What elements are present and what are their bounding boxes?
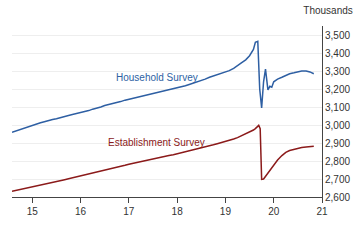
svg-text:2,900: 2,900 <box>325 138 350 149</box>
svg-text:3,200: 3,200 <box>325 84 350 95</box>
svg-text:19: 19 <box>220 206 232 217</box>
svg-text:Establishment Survey: Establishment Survey <box>108 137 205 148</box>
svg-text:3,100: 3,100 <box>325 102 350 113</box>
svg-text:2,600: 2,600 <box>325 192 350 203</box>
svg-text:3,500: 3,500 <box>325 30 350 41</box>
svg-text:2,700: 2,700 <box>325 174 350 185</box>
svg-text:17: 17 <box>123 206 135 217</box>
svg-text:16: 16 <box>75 206 87 217</box>
svg-text:18: 18 <box>172 206 184 217</box>
svg-text:Household Survey: Household Survey <box>116 72 198 83</box>
svg-text:3,000: 3,000 <box>325 120 350 131</box>
svg-text:3,300: 3,300 <box>325 66 350 77</box>
svg-text:21: 21 <box>316 206 328 217</box>
svg-text:20: 20 <box>268 206 280 217</box>
svg-text:3,400: 3,400 <box>325 48 350 59</box>
svg-text:Thousands: Thousands <box>303 5 352 16</box>
svg-text:2,800: 2,800 <box>325 156 350 167</box>
svg-text:15: 15 <box>27 206 39 217</box>
